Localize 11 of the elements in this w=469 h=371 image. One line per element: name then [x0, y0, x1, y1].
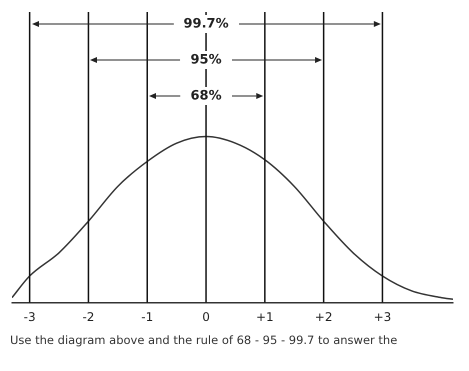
- x-tick-label: -2: [82, 310, 94, 324]
- x-tick-label: +3: [374, 310, 392, 324]
- x-tick-label: -1: [141, 310, 154, 324]
- x-tick-label: -3: [24, 310, 36, 324]
- text: 95%: [190, 52, 222, 68]
- text: 68%: [190, 88, 222, 104]
- text: Use the diagram above and the rule of 68 - 95 - 99.7 to answer the: [9, 333, 398, 347]
- x-tick-label: 0: [202, 310, 210, 324]
- x-tick-label: +1: [256, 310, 274, 324]
- text: 99.7%: [183, 16, 229, 32]
- x-tick-label: +2: [314, 310, 332, 324]
